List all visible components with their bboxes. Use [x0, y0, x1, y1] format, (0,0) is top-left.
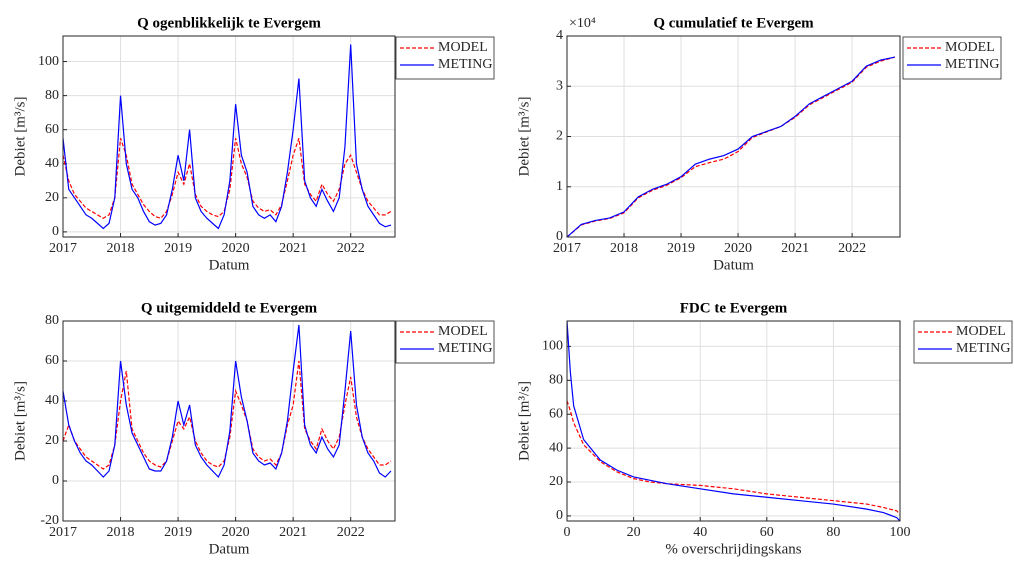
y-tick-label: 100: [38, 54, 59, 69]
x-tick-label: 2018: [107, 525, 135, 540]
x-tick-label: 2020: [222, 525, 250, 540]
legend-box: [395, 36, 495, 80]
series-line: [567, 400, 900, 515]
x-tick-label: 2017: [49, 241, 77, 256]
axis-exponent: ×10⁴: [569, 16, 596, 31]
axes-box: [566, 320, 901, 522]
series-line: [63, 44, 392, 230]
x-tick-label: 2019: [164, 525, 192, 540]
x-tick-label: 60: [760, 525, 774, 540]
y-tick-label: 0: [52, 473, 59, 488]
y-tick-label: 0: [556, 229, 563, 244]
legend-box: [913, 320, 1013, 364]
chart-title: Q ogenblikkelijk te Evergem: [137, 15, 321, 31]
x-axis-label: Datum: [713, 257, 754, 273]
y-tick-label: 100: [542, 339, 563, 354]
legend-label: METING: [945, 57, 999, 72]
x-tick-label: 2017: [49, 525, 77, 540]
y-tick-label: 60: [45, 122, 59, 137]
y-tick-label: 20: [45, 190, 59, 205]
legend-label: MODEL: [956, 324, 1006, 339]
y-tick-label: 40: [549, 440, 563, 455]
y-tick-label: 60: [45, 353, 59, 368]
series-line: [567, 56, 895, 237]
y-axis-label: Debiet [m³/s]: [516, 97, 532, 177]
x-tick-label: 2021: [279, 525, 307, 540]
y-tick-label: 40: [45, 156, 59, 171]
y-axis-label: Debiet [m³/s]: [12, 381, 28, 461]
x-tick-label: 2018: [107, 241, 135, 256]
series-line: [63, 360, 392, 470]
y-tick-label: 80: [45, 313, 59, 328]
x-tick-label: 2020: [724, 241, 752, 256]
x-tick-label: 2022: [838, 241, 866, 256]
legend-label: METING: [438, 341, 492, 356]
chart-title: Q cumulatief te Evergem: [653, 15, 814, 31]
y-axis-label: Debiet [m³/s]: [12, 97, 28, 177]
chart-title: Q uitgemiddeld te Evergem: [141, 300, 318, 316]
y-axis-label: Debiet [m³/s]: [516, 381, 532, 461]
x-tick-label: 2017: [553, 241, 581, 256]
x-axis-label: Datum: [209, 541, 250, 557]
x-tick-label: 100: [890, 525, 911, 540]
x-tick-label: 2021: [781, 241, 809, 256]
y-tick-label: 2: [556, 129, 563, 144]
y-tick-label: 20: [549, 474, 563, 489]
legend-box: [395, 320, 495, 364]
x-tick-label: 2018: [610, 241, 638, 256]
y-tick-label: 80: [549, 373, 563, 388]
x-axis-label: Datum: [209, 257, 250, 273]
series-line: [63, 324, 392, 479]
x-tick-label: 2021: [279, 241, 307, 256]
y-tick-label: 40: [45, 393, 59, 408]
y-tick-label: -20: [40, 513, 59, 528]
chart-title: FDC te Evergem: [680, 300, 788, 316]
y-tick-label: 0: [52, 224, 59, 239]
x-axis-label: % overschrijdingskans: [665, 541, 801, 557]
x-tick-label: 40: [693, 525, 707, 540]
y-tick-label: 80: [45, 88, 59, 103]
y-tick-label: 4: [556, 28, 563, 43]
series-line: [567, 321, 900, 521]
y-tick-label: 3: [556, 78, 563, 93]
legend-label: METING: [438, 57, 492, 72]
axes-box: [62, 320, 396, 522]
legend-label: MODEL: [945, 40, 995, 55]
legend-box: [902, 36, 1002, 80]
x-tick-label: 2019: [667, 241, 695, 256]
x-tick-label: 0: [564, 525, 571, 540]
axes-box: [62, 35, 396, 238]
y-tick-label: 60: [549, 406, 563, 421]
y-tick-label: 20: [45, 433, 59, 448]
legend-label: MODEL: [438, 40, 488, 55]
y-tick-label: 1: [556, 179, 563, 194]
x-tick-label: 80: [826, 525, 840, 540]
legend-label: METING: [956, 341, 1010, 356]
y-tick-label: 0: [556, 508, 563, 523]
x-tick-label: 2020: [222, 241, 250, 256]
x-tick-label: 2022: [337, 525, 365, 540]
axes-box: [566, 35, 901, 238]
series-line: [567, 56, 896, 237]
x-tick-label: 2019: [164, 241, 192, 256]
x-tick-label: 20: [627, 525, 641, 540]
series-line: [63, 138, 392, 219]
legend-label: MODEL: [438, 324, 488, 339]
x-tick-label: 2022: [337, 241, 365, 256]
